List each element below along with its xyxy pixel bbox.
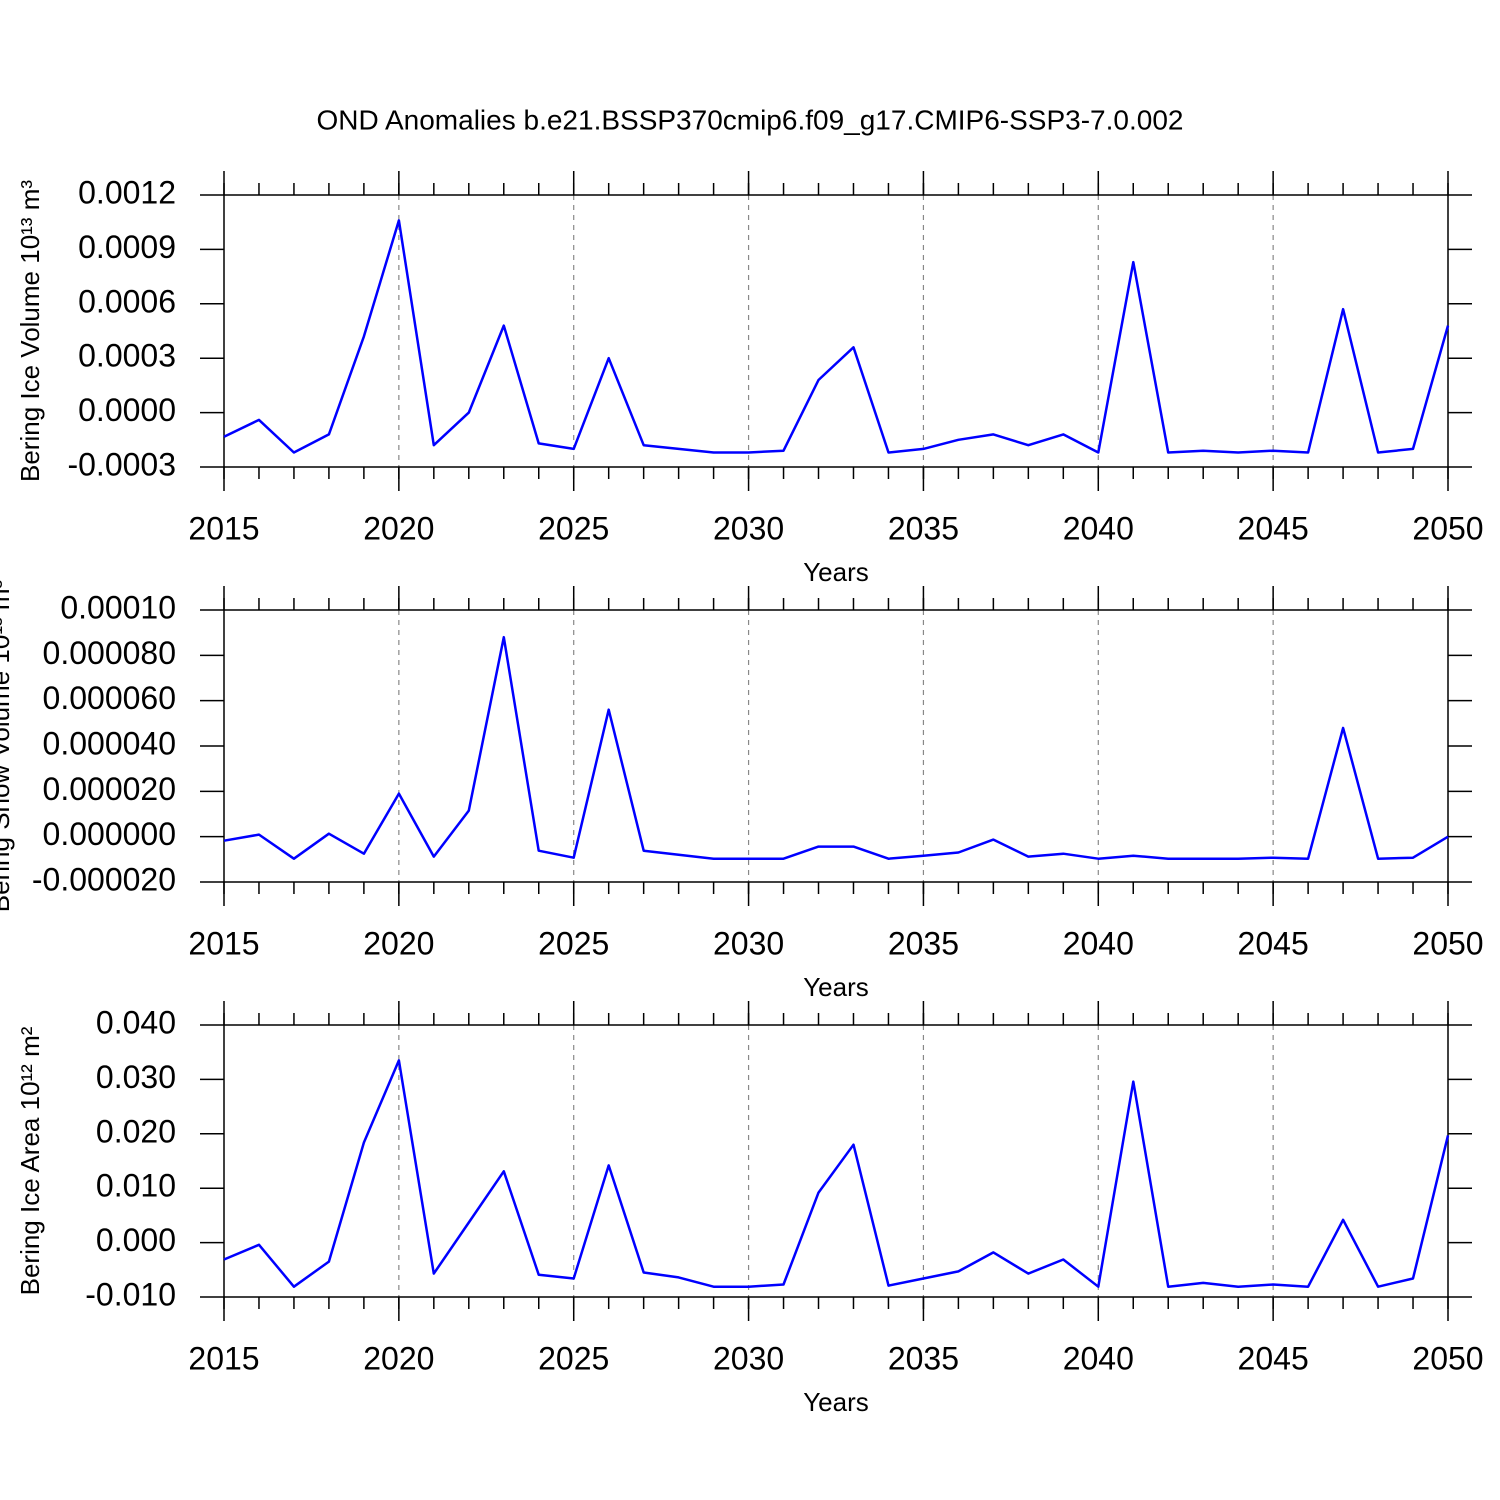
y-axis-label: Bering Ice Area 10¹² m² (15, 1026, 45, 1295)
x-tick-label: 2020 (363, 1340, 434, 1376)
y-tick-label: 0.000020 (43, 771, 176, 807)
x-tick-label: 2025 (538, 925, 609, 961)
data-line (223, 635, 1449, 860)
x-tick-label: 2015 (188, 510, 259, 546)
plot-frame (223, 194, 1449, 468)
x-tick-label: 2030 (713, 510, 784, 546)
x-tick-label: 2025 (538, 1340, 609, 1376)
y-tick-label: 0.0003 (78, 338, 176, 374)
x-tick-label: 2050 (1412, 510, 1483, 546)
y-tick-label: 0.0012 (78, 174, 176, 210)
y-tick-label: 0.000080 (43, 635, 176, 671)
y-tick-label: 0.030 (96, 1059, 176, 1095)
data-line (223, 219, 1450, 454)
y-tick-label: 0.0000 (78, 392, 176, 428)
x-tick-label: 2050 (1412, 925, 1483, 961)
y-tick-label: 0.010 (96, 1168, 176, 1204)
x-tick-label: 2045 (1238, 1340, 1309, 1376)
y-tick-label: 0.0006 (78, 283, 176, 319)
panel: 2015 2020 2025 2030 2035 2040 2045 2050 -0.0003 0… (15, 171, 1484, 587)
y-tick-label: 0.0009 (78, 229, 176, 265)
x-tick-label: 2040 (1063, 510, 1134, 546)
x-axis-label: Years (803, 972, 869, 1002)
x-axis-label: Years (803, 557, 869, 587)
panel: 2015 2020 2025 2030 2035 2040 2045 2050 -0.00002… (0, 579, 1484, 1001)
figure-title: OND Anomalies b.e21.BSSP370cmip6.f09_g17… (317, 104, 1184, 135)
y-tick-label: 0.000000 (43, 816, 176, 852)
plot-frame (223, 609, 1449, 883)
x-tick-label: 2015 (188, 1340, 259, 1376)
x-tick-label: 2035 (888, 1340, 959, 1376)
y-axis-label: Bering Ice Volume 10¹³ m³ (15, 180, 45, 482)
x-tick-label: 2030 (713, 925, 784, 961)
y-tick-label: 0.000 (96, 1222, 176, 1258)
y-tick-label: 0.040 (96, 1004, 176, 1040)
y-axis-label: Bering Snow Volume 10¹³ m³ (0, 579, 15, 912)
plot-frame (223, 1024, 1449, 1298)
x-tick-label: 2035 (888, 925, 959, 961)
x-tick-label: 2040 (1063, 1340, 1134, 1376)
data-line (223, 1059, 1450, 1288)
panel: 2015 2020 2025 2030 2035 2040 2045 2050 -0.010 0.… (15, 1001, 1484, 1417)
x-tick-label: 2045 (1238, 925, 1309, 961)
y-tick-label: 0.00010 (60, 589, 176, 625)
x-tick-label: 2035 (888, 510, 959, 546)
x-tick-label: 2025 (538, 510, 609, 546)
y-tick-label: -0.0003 (67, 446, 176, 482)
y-tick-label: 0.020 (96, 1113, 176, 1149)
x-tick-label: 2020 (363, 925, 434, 961)
x-tick-label: 2020 (363, 510, 434, 546)
x-axis-label: Years (803, 1387, 869, 1417)
y-tick-label: -0.010 (85, 1276, 176, 1312)
y-tick-label: 0.000060 (43, 680, 176, 716)
x-tick-label: 2045 (1238, 510, 1309, 546)
x-tick-label: 2050 (1412, 1340, 1483, 1376)
x-tick-label: 2040 (1063, 925, 1134, 961)
x-tick-label: 2030 (713, 1340, 784, 1376)
x-tick-label: 2015 (188, 925, 259, 961)
y-tick-label: 0.000040 (43, 725, 176, 761)
y-tick-label: -0.000020 (32, 861, 176, 897)
